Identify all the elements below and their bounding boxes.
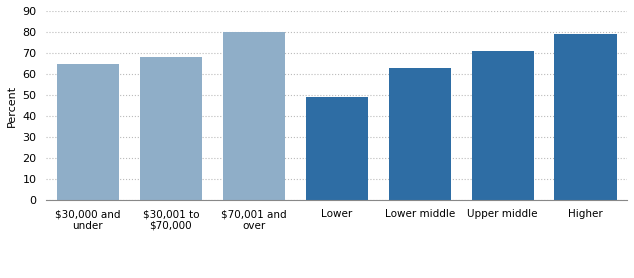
Bar (555, 34, 617, 200)
Y-axis label: Percent: Percent (7, 85, 17, 126)
Bar (306, 97, 368, 200)
Bar (389, 68, 451, 200)
Bar (223, 32, 285, 200)
Bar (139, 57, 202, 200)
Bar (56, 63, 119, 200)
Bar (472, 51, 534, 200)
